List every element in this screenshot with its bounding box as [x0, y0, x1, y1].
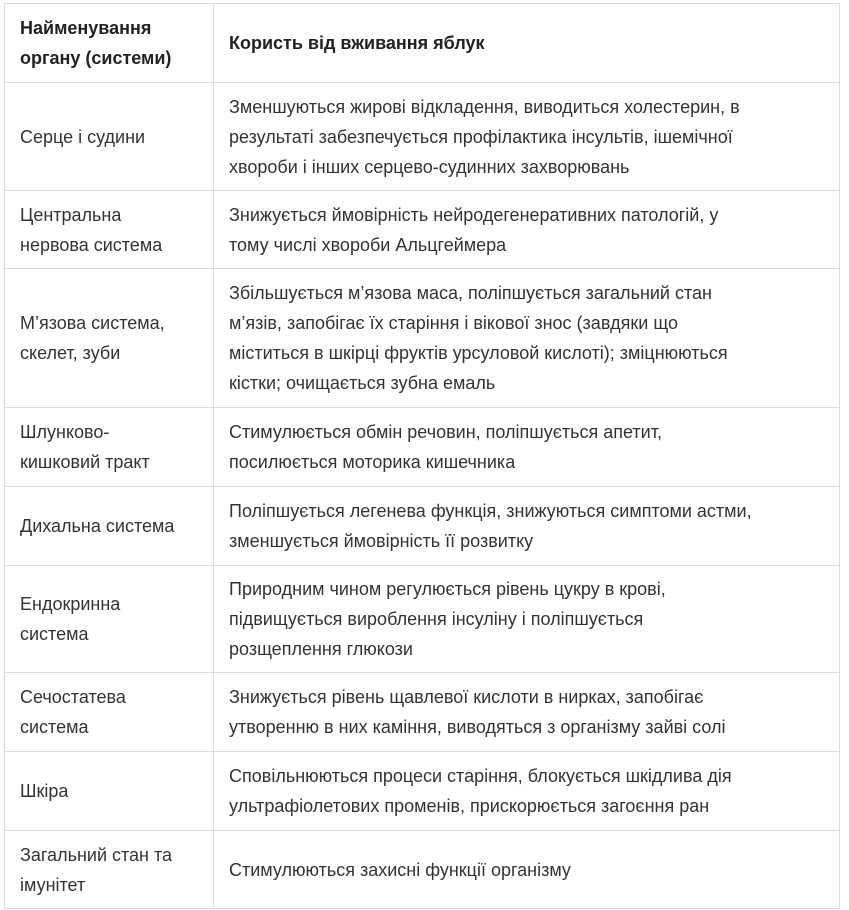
- organ-cell: Загальний стан та імунітет: [4, 830, 214, 909]
- organ-cell: Центральна нервова система: [4, 190, 214, 269]
- organ-cell: Серце і судини: [4, 82, 214, 191]
- table-row: Центральна нервова система Знижується йм…: [4, 190, 840, 269]
- table-row: Дихальна система Поліпшується легенева ф…: [4, 486, 840, 566]
- table-row: Шлунково- кишковий тракт Стимулюється об…: [4, 407, 840, 487]
- organ-cell: Сечостатева система: [4, 672, 214, 752]
- benefit-cell: Збільшується м’язова маса, поліпшується …: [213, 268, 840, 408]
- organ-cell: М’язова система, скелет, зуби: [4, 268, 214, 408]
- organ-cell: Шкіра: [4, 751, 214, 831]
- table-row: Загальний стан та імунітет Стимулюються …: [4, 830, 840, 909]
- benefit-cell: Стимулюються захисні функції організму: [213, 830, 840, 909]
- header-benefit: Користь від вживання яблук: [213, 3, 840, 83]
- benefit-cell: Сповільнюються процеси старіння, блокуєт…: [213, 751, 840, 831]
- apple-benefits-table: Найменування органу (системи) Користь ві…: [4, 3, 840, 909]
- organ-cell: Дихальна система: [4, 486, 214, 566]
- benefit-cell: Знижується ймовірність нейродегенеративн…: [213, 190, 840, 269]
- benefit-cell: Поліпшується легенева функція, знижуютьс…: [213, 486, 840, 566]
- table-row: М’язова система, скелет, зуби Збільшуєть…: [4, 268, 840, 408]
- table-row: Ендокринна система Природним чином регул…: [4, 565, 840, 673]
- header-organ: Найменування органу (системи): [4, 3, 214, 83]
- benefit-cell: Знижується рівень щавлевої кислоти в нир…: [213, 672, 840, 752]
- organ-cell: Ендокринна система: [4, 565, 214, 673]
- benefit-cell: Природним чином регулюється рівень цукру…: [213, 565, 840, 673]
- table-row: Шкіра Сповільнюються процеси старіння, б…: [4, 751, 840, 831]
- benefit-cell: Стимулюється обмін речовин, поліпшується…: [213, 407, 840, 487]
- benefit-cell: Зменшуються жирові відкладення, виводить…: [213, 82, 840, 191]
- table-row: Сечостатева система Знижується рівень ща…: [4, 672, 840, 752]
- table-row: Серце і судини Зменшуються жирові відкла…: [4, 82, 840, 191]
- table-header-row: Найменування органу (системи) Користь ві…: [4, 3, 840, 83]
- organ-cell: Шлунково- кишковий тракт: [4, 407, 214, 487]
